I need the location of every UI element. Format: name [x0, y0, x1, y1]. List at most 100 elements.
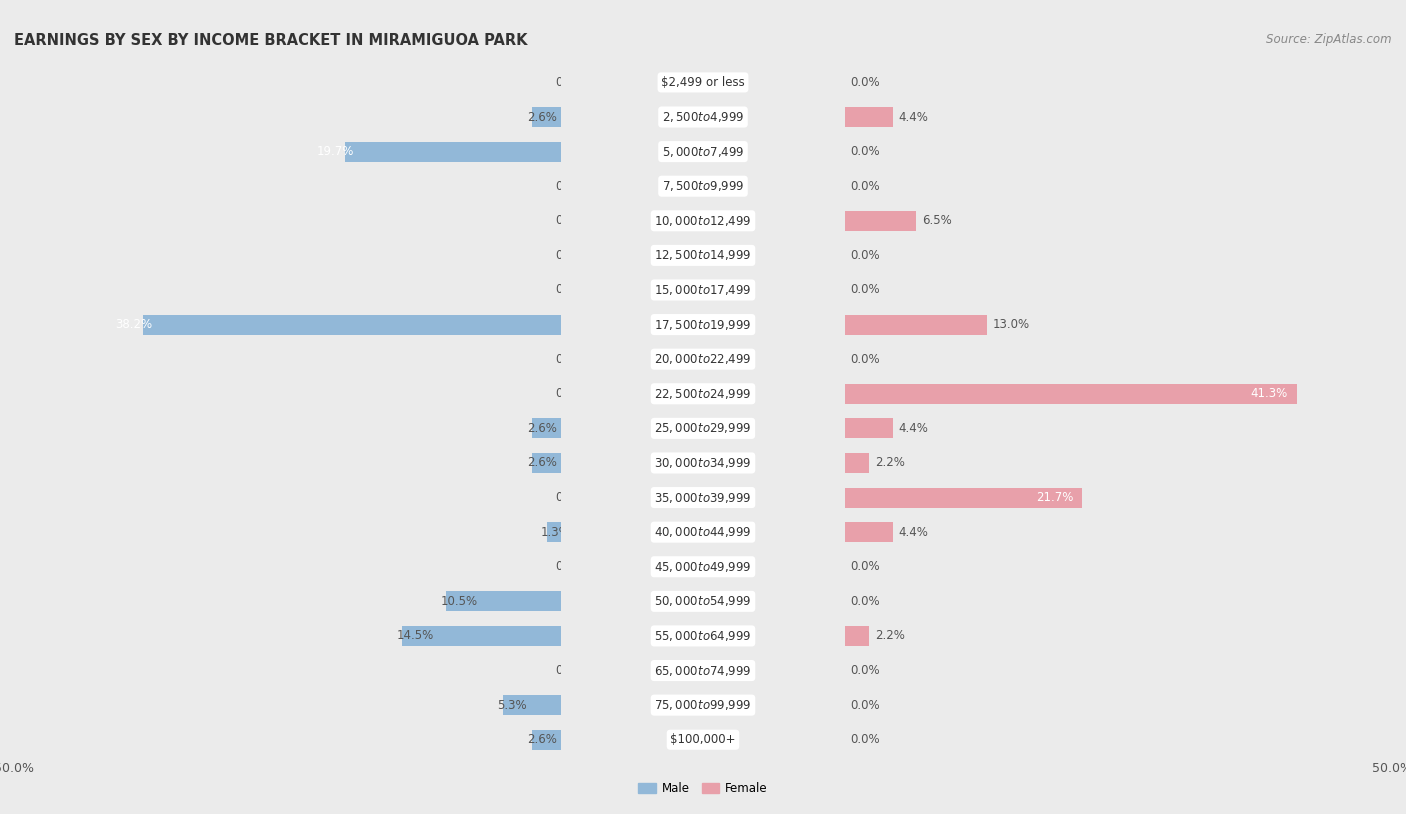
Text: $75,000 to $99,999: $75,000 to $99,999 [654, 698, 752, 712]
Text: 0.0%: 0.0% [555, 387, 585, 400]
Text: $35,000 to $39,999: $35,000 to $39,999 [654, 491, 752, 505]
Text: $40,000 to $44,999: $40,000 to $44,999 [654, 525, 752, 539]
Bar [0, 480, 845, 515]
Bar [0, 273, 845, 307]
Text: EARNINGS BY SEX BY INCOME BRACKET IN MIRAMIGUOA PARK: EARNINGS BY SEX BY INCOME BRACKET IN MIR… [14, 33, 527, 47]
Bar [0, 204, 845, 238]
Bar [0, 376, 845, 411]
Text: 4.4%: 4.4% [898, 526, 928, 539]
Bar [561, 238, 1406, 273]
Text: 2.6%: 2.6% [527, 111, 557, 124]
Bar [0, 238, 845, 273]
Bar [845, 488, 1083, 508]
Bar [533, 418, 561, 439]
Text: $22,500 to $24,999: $22,500 to $24,999 [654, 387, 752, 400]
Text: $100,000+: $100,000+ [671, 733, 735, 746]
Text: $2,499 or less: $2,499 or less [661, 76, 745, 89]
Bar [561, 307, 1406, 342]
Text: 2.6%: 2.6% [527, 457, 557, 470]
Text: 0.0%: 0.0% [555, 249, 585, 262]
Text: $17,500 to $19,999: $17,500 to $19,999 [654, 317, 752, 331]
Bar [0, 514, 561, 549]
Text: $15,000 to $17,499: $15,000 to $17,499 [654, 283, 752, 297]
Text: $5,000 to $7,499: $5,000 to $7,499 [662, 145, 744, 159]
Text: 5.3%: 5.3% [498, 698, 527, 711]
Text: 2.6%: 2.6% [527, 733, 557, 746]
Text: 0.0%: 0.0% [555, 352, 585, 365]
Bar [561, 446, 1406, 480]
Text: 0.0%: 0.0% [555, 180, 585, 193]
Bar [0, 653, 845, 688]
Text: $20,000 to $22,499: $20,000 to $22,499 [654, 352, 752, 366]
Text: 0.0%: 0.0% [851, 76, 880, 89]
Bar [561, 411, 1406, 446]
Bar [533, 729, 561, 750]
Text: 6.5%: 6.5% [922, 214, 952, 227]
Bar [0, 549, 561, 584]
Bar [0, 411, 845, 446]
Bar [0, 307, 845, 342]
Text: 0.0%: 0.0% [851, 145, 880, 158]
Text: 10.5%: 10.5% [440, 595, 478, 608]
Bar [346, 142, 561, 162]
Bar [503, 695, 561, 716]
Bar [561, 723, 1406, 757]
Bar [0, 688, 561, 723]
Text: $30,000 to $34,999: $30,000 to $34,999 [654, 456, 752, 470]
Bar [561, 342, 1406, 376]
Bar [561, 653, 1406, 688]
Bar [533, 107, 561, 127]
Text: 0.0%: 0.0% [851, 560, 880, 573]
Bar [0, 238, 561, 273]
Text: 13.0%: 13.0% [993, 318, 1031, 331]
Text: $45,000 to $49,999: $45,000 to $49,999 [654, 560, 752, 574]
Text: 0.0%: 0.0% [851, 283, 880, 296]
Text: 0.0%: 0.0% [851, 664, 880, 677]
Text: 1.3%: 1.3% [541, 526, 571, 539]
Bar [561, 65, 1406, 99]
Text: $55,000 to $64,999: $55,000 to $64,999 [654, 629, 752, 643]
Bar [0, 480, 561, 515]
Bar [402, 626, 561, 646]
Bar [0, 99, 845, 134]
Text: 2.2%: 2.2% [875, 629, 904, 642]
Text: $50,000 to $54,999: $50,000 to $54,999 [654, 594, 752, 608]
Bar [561, 514, 1406, 549]
Text: 0.0%: 0.0% [555, 76, 585, 89]
Text: 0.0%: 0.0% [851, 352, 880, 365]
Bar [561, 99, 1406, 134]
Text: 19.7%: 19.7% [316, 145, 354, 158]
Text: 0.0%: 0.0% [555, 664, 585, 677]
Bar [143, 314, 561, 335]
Bar [0, 446, 561, 480]
Bar [0, 65, 561, 99]
Text: 0.0%: 0.0% [851, 249, 880, 262]
Bar [0, 584, 845, 619]
Text: $7,500 to $9,999: $7,500 to $9,999 [662, 179, 744, 193]
Bar [845, 418, 893, 439]
Bar [547, 522, 561, 542]
Text: 0.0%: 0.0% [851, 595, 880, 608]
Bar [0, 204, 561, 238]
Bar [0, 446, 845, 480]
Bar [845, 314, 987, 335]
Bar [561, 376, 1406, 411]
Bar [0, 342, 845, 376]
Bar [845, 383, 1296, 404]
Text: 0.0%: 0.0% [555, 214, 585, 227]
Bar [845, 211, 917, 231]
Bar [0, 688, 845, 723]
Bar [0, 653, 561, 688]
Text: 38.2%: 38.2% [115, 318, 152, 331]
Legend: Male, Female: Male, Female [634, 777, 772, 800]
Text: 0.0%: 0.0% [555, 560, 585, 573]
Bar [0, 65, 845, 99]
Text: 0.0%: 0.0% [555, 283, 585, 296]
Text: 4.4%: 4.4% [898, 111, 928, 124]
Bar [0, 723, 561, 757]
Text: 4.4%: 4.4% [898, 422, 928, 435]
Text: 2.2%: 2.2% [875, 457, 904, 470]
Bar [845, 453, 869, 473]
Bar [0, 619, 845, 653]
Text: $25,000 to $29,999: $25,000 to $29,999 [654, 422, 752, 435]
